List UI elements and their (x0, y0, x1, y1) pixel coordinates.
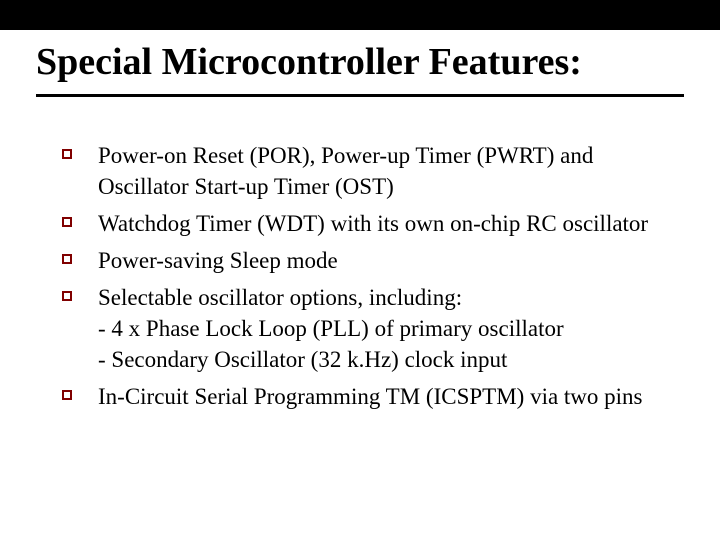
list-item-text: In-Circuit Serial Programming TM (ICSPTM… (98, 381, 643, 412)
square-bullet-icon (62, 217, 72, 227)
list-item-text: Watchdog Timer (WDT) with its own on-chi… (98, 208, 648, 239)
list-item: Power-on Reset (POR), Power-up Timer (PW… (62, 140, 650, 202)
title-block: Special Microcontroller Features: (36, 42, 684, 97)
slide: Special Microcontroller Features: Power-… (0, 0, 720, 540)
slide-title: Special Microcontroller Features: (36, 42, 684, 84)
square-bullet-icon (62, 254, 72, 264)
content-area: Power-on Reset (POR), Power-up Timer (PW… (62, 140, 650, 418)
list-item: Power-saving Sleep mode (62, 245, 650, 276)
list-item: Selectable oscillator options, including… (62, 282, 650, 375)
list-item: Watchdog Timer (WDT) with its own on-chi… (62, 208, 650, 239)
list-item-text: Selectable oscillator options, including… (98, 282, 564, 375)
list-item: In-Circuit Serial Programming TM (ICSPTM… (62, 381, 650, 412)
list-item-text: Power-saving Sleep mode (98, 245, 338, 276)
list-item-text: Power-on Reset (POR), Power-up Timer (PW… (98, 140, 650, 202)
top-bar (0, 0, 720, 30)
square-bullet-icon (62, 390, 72, 400)
square-bullet-icon (62, 291, 72, 301)
square-bullet-icon (62, 149, 72, 159)
title-underline (36, 94, 684, 97)
